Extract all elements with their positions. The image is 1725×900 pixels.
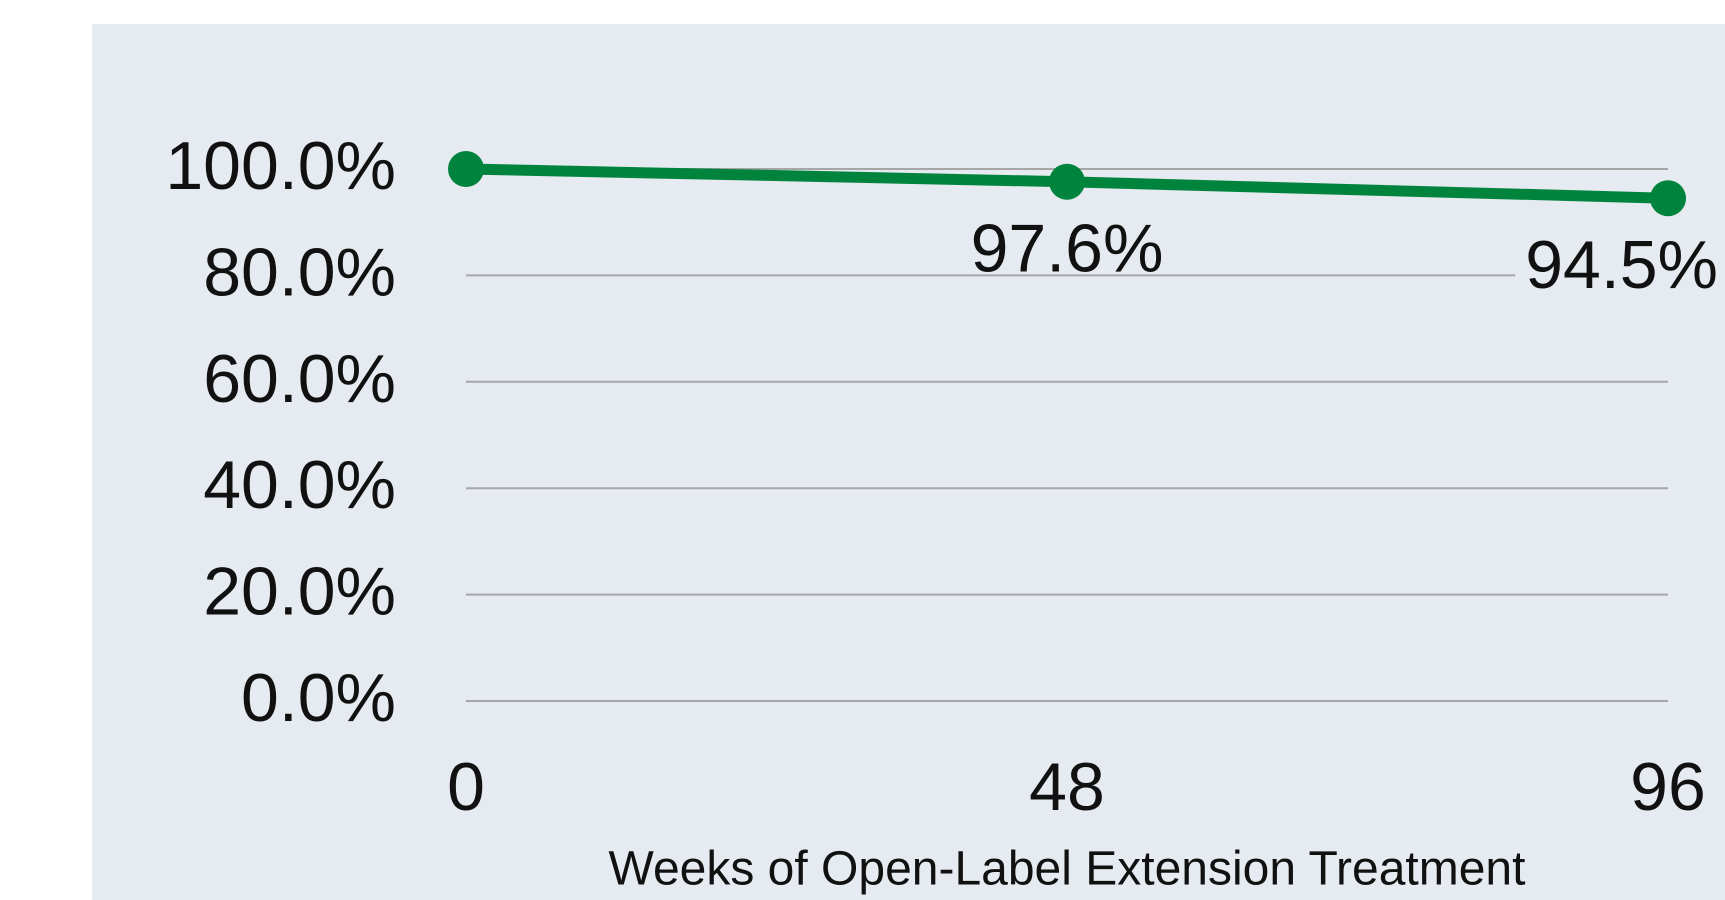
x-tick-label: 48 — [1029, 749, 1105, 825]
data-point — [1650, 180, 1686, 217]
label-background — [960, 233, 1174, 274]
data-label: 97.6% — [971, 211, 1164, 287]
data-point — [1049, 163, 1085, 200]
y-tick-label: 100.0% — [165, 128, 396, 204]
y-tick-label: 40.0% — [203, 447, 396, 523]
y-tick-label: 60.0% — [203, 341, 396, 417]
y-tick-label: 20.0% — [203, 554, 396, 630]
label-background — [1515, 250, 1725, 291]
data-label: 94.5% — [1525, 227, 1718, 303]
y-tick-label: 80.0% — [203, 234, 396, 310]
y-tick-label: 0.0% — [241, 660, 396, 736]
data-point — [448, 151, 484, 187]
x-tick-label: 0 — [447, 749, 485, 825]
x-tick-label: 96 — [1630, 749, 1706, 825]
x-axis-title: Weeks of Open-Label Extension Treatment — [609, 843, 1526, 896]
